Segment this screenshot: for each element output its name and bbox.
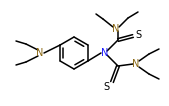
Text: N: N bbox=[101, 48, 109, 58]
Text: N: N bbox=[36, 48, 44, 58]
Text: S: S bbox=[103, 82, 109, 92]
Text: S: S bbox=[135, 30, 141, 40]
Text: N: N bbox=[132, 59, 140, 69]
Text: N: N bbox=[112, 24, 120, 34]
